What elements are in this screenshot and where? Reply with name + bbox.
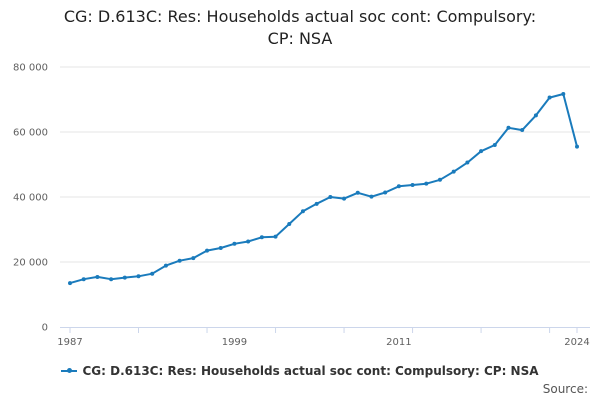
data-point [287,221,292,226]
x-tick-label: 2011 [386,337,411,348]
series-line [69,93,578,285]
data-point [369,194,374,199]
chart-title-line-1: CG: D.613C: Res: Households actual soc c… [63,7,537,26]
data-point [383,190,388,195]
legend[interactable]: CG: D.613C: Res: Households actual soc c… [0,364,600,378]
grid-lines [60,66,590,263]
y-tick-label: 0 [42,323,48,334]
legend-swatch [61,368,78,373]
data-point [437,177,442,182]
data-point [396,184,401,189]
data-point [109,277,114,282]
data-point [424,181,429,186]
chart-title: CG: D.613C: Res: Households actual soc c… [0,6,600,50]
data-point [328,195,333,199]
data-point [520,128,525,133]
data-point [314,201,319,206]
data-point [191,256,196,261]
data-point [342,196,347,201]
data-point [492,143,497,147]
data-point [205,248,210,253]
x-axis-labels: 1987 1999 2011 2024 [57,337,589,348]
data-point [232,241,237,246]
chart-title-line-2: CP: NSA [267,29,333,48]
data-point [451,169,456,174]
data-point [561,91,566,96]
data-point [273,234,278,239]
data-point [355,190,360,195]
y-tick-label: 20 000 [13,258,48,269]
data-point [218,246,223,251]
data-point [177,258,182,263]
data-point [259,235,264,240]
data-point [246,239,251,244]
data-point [150,271,155,276]
y-tick-label: 60 000 [13,128,48,139]
data-point [300,209,305,214]
data-point [479,149,484,154]
y-tick-label: 40 000 [13,193,48,204]
y-axis-labels: 0 20 000 40 000 60 000 80 000 [13,63,48,334]
x-tick-label: 1987 [57,337,82,348]
data-point [575,144,579,149]
series-layer [68,91,579,286]
data-point [547,95,552,100]
data-point [136,274,141,279]
x-axis [60,327,590,333]
data-point [122,275,127,280]
data-point [506,125,511,130]
x-tick-label: 1999 [222,337,247,348]
legend-marker [67,368,73,373]
y-tick-label: 80 000 [13,63,48,74]
data-point [81,277,86,282]
data-point [163,263,168,268]
x-tick-label: 2024 [564,337,589,348]
source-label: Source: [542,382,588,396]
data-point [465,160,470,165]
data-point [410,182,415,187]
data-point [533,113,538,118]
data-point [95,274,100,279]
legend-label: CG: D.613C: Res: Households actual soc c… [82,364,539,378]
data-point [68,281,72,286]
